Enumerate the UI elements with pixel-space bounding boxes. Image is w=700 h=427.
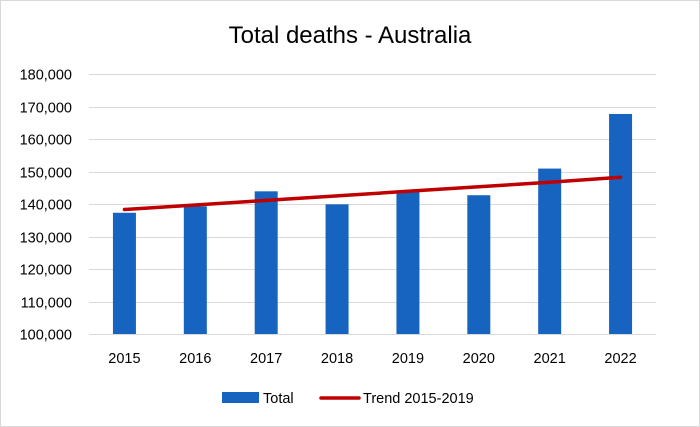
y-tick-label: 110,000 xyxy=(21,296,72,312)
bar-2016 xyxy=(183,206,207,334)
y-tick-label: 170,000 xyxy=(20,101,72,117)
x-tick-label: 2016 xyxy=(179,351,211,367)
y-tick-label: 160,000 xyxy=(20,133,72,149)
y-tick-label: 180,000 xyxy=(20,68,72,84)
legend-label-trend: Trend 2015-2019 xyxy=(363,391,474,407)
bar-2018 xyxy=(325,204,349,334)
chart-title: Total deaths - Australia xyxy=(229,22,472,49)
x-tick-label: 2019 xyxy=(392,351,424,367)
bar-2021 xyxy=(538,168,562,334)
bar-2020 xyxy=(467,195,491,334)
y-tick-label: 150,000 xyxy=(20,166,72,182)
bar-2019 xyxy=(396,191,420,334)
x-tick-label: 2018 xyxy=(321,351,353,367)
y-tick-label: 120,000 xyxy=(20,263,72,279)
bar-2022 xyxy=(609,113,633,334)
gridlines xyxy=(89,74,656,335)
trend-line xyxy=(122,175,623,212)
legend-swatch-total xyxy=(222,392,259,403)
x-axis-ticks: 2015 2016 2017 2018 2019 2020 2021 2022 xyxy=(108,351,636,367)
x-tick-label: 2021 xyxy=(534,351,566,367)
x-tick-label: 2020 xyxy=(463,351,495,367)
trend-series xyxy=(122,175,623,212)
y-tick-label: 130,000 xyxy=(20,231,72,247)
y-tick-label: 140,000 xyxy=(20,198,72,214)
legend: Total Trend 2015-2019 xyxy=(222,391,474,407)
legend-label-total: Total xyxy=(263,391,294,407)
bar-2015 xyxy=(112,212,136,334)
y-axis-ticks: 100,000 110,000 120,000 130,000 140,000 150,0… xyxy=(20,68,72,344)
x-tick-label: 2017 xyxy=(250,351,282,367)
x-tick-label: 2022 xyxy=(604,351,636,367)
bar-2017 xyxy=(254,191,278,334)
x-tick-label: 2015 xyxy=(108,351,140,367)
y-tick-label: 100,000 xyxy=(20,328,72,344)
bar-series xyxy=(112,113,633,334)
